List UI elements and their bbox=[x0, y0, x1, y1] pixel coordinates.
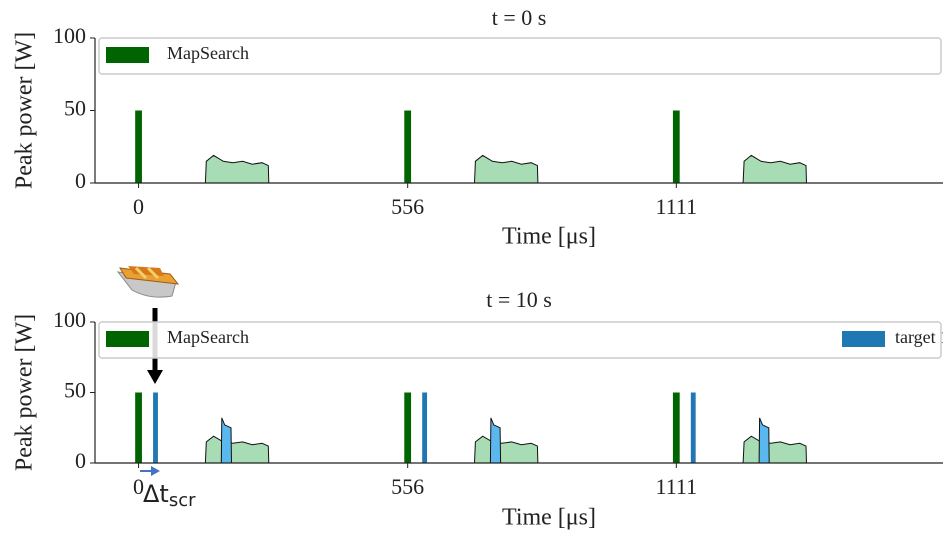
boat-icon bbox=[116, 266, 180, 298]
bar bbox=[135, 392, 142, 463]
x-tick-label: 556 bbox=[391, 474, 424, 499]
bar bbox=[672, 392, 680, 463]
bar bbox=[404, 110, 412, 183]
bar bbox=[404, 392, 412, 463]
x-axis-label: Time [μs] bbox=[502, 224, 596, 250]
x-tick-label: 556 bbox=[391, 194, 424, 219]
annotation-subscript: scr bbox=[169, 490, 196, 511]
bar bbox=[672, 110, 680, 183]
y-tick-label: 50 bbox=[64, 96, 86, 121]
legend-label: MapSearch bbox=[167, 327, 249, 347]
x-tick-label: 1111 bbox=[656, 474, 698, 499]
echo-area bbox=[220, 417, 770, 464]
bar bbox=[690, 392, 696, 463]
bar bbox=[135, 110, 142, 183]
y-tick-label: 50 bbox=[64, 378, 86, 403]
echo-area bbox=[204, 435, 808, 464]
legend-swatch bbox=[106, 47, 149, 63]
panel: t = 10 s Time [μs] Peak power [W] 0 50 100 0 55… bbox=[12, 287, 943, 531]
annotation: Δtscr bbox=[143, 480, 196, 511]
legend-swatch bbox=[842, 331, 885, 347]
x-tick-label: 0 bbox=[133, 194, 144, 219]
y-tick-label: 100 bbox=[53, 307, 86, 332]
legend-swatch bbox=[106, 331, 149, 347]
delay-arrow bbox=[140, 466, 160, 476]
y-tick-label: 100 bbox=[53, 23, 86, 48]
legend: MapSearch bbox=[98, 37, 942, 75]
annotation-text: Δt bbox=[143, 480, 169, 508]
y-tick-label: 0 bbox=[75, 448, 86, 473]
y-tick-label: 0 bbox=[75, 168, 86, 193]
legend-label: target 1 bbox=[895, 327, 943, 347]
legend: MapSearch target 1 bbox=[98, 321, 943, 359]
bar bbox=[153, 392, 158, 463]
x-axis-label: Time [μs] bbox=[502, 505, 596, 531]
y-axis-label: Peak power [W] bbox=[12, 32, 38, 189]
panel: t = 0 s Time [μs] Peak power [W] 0 50 100 0 556… bbox=[12, 5, 943, 250]
legend-box bbox=[98, 321, 942, 359]
x-tick-label: 0 bbox=[133, 474, 144, 499]
chart-title: t = 10 s bbox=[486, 287, 552, 312]
legend-box bbox=[98, 37, 942, 75]
chart-title: t = 0 s bbox=[492, 5, 547, 30]
x-tick-label: 1111 bbox=[656, 194, 698, 219]
legend-label: MapSearch bbox=[167, 43, 249, 63]
y-axis-label: Peak power [W] bbox=[12, 314, 38, 471]
bar bbox=[422, 392, 428, 463]
echo-area bbox=[204, 154, 808, 184]
